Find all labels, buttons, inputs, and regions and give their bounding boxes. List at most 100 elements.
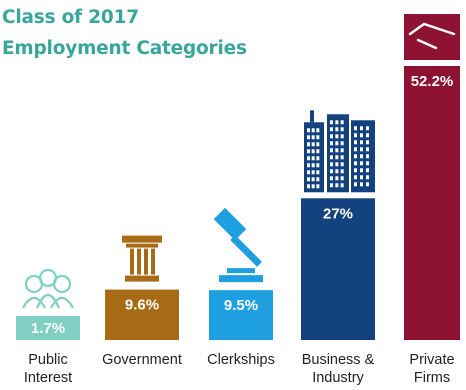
handshake-bg bbox=[404, 14, 460, 60]
building-window bbox=[335, 134, 339, 139]
bar-value-label: 27% bbox=[323, 205, 353, 222]
building-window bbox=[307, 128, 310, 133]
building-window bbox=[316, 156, 320, 161]
bar-group: 9.6% bbox=[105, 289, 179, 340]
gavel-block-base bbox=[219, 275, 263, 283]
building-window bbox=[316, 135, 320, 140]
building-window bbox=[316, 170, 320, 175]
building-window bbox=[366, 147, 369, 152]
building-window bbox=[366, 133, 369, 138]
building-window bbox=[340, 141, 344, 146]
building-window bbox=[335, 169, 339, 174]
column-icon bbox=[122, 235, 162, 282]
building-window bbox=[366, 175, 369, 180]
building-window bbox=[335, 155, 339, 160]
gavel-block-top bbox=[227, 268, 255, 274]
bar-value-label: 52.2% bbox=[411, 73, 454, 90]
building-window bbox=[360, 126, 363, 131]
bar bbox=[209, 290, 273, 340]
building-window bbox=[307, 184, 310, 189]
building-window bbox=[360, 133, 363, 138]
building-window bbox=[316, 163, 320, 168]
building-window bbox=[366, 168, 369, 173]
category-label-line: Interest bbox=[23, 370, 73, 386]
building-window bbox=[330, 176, 333, 181]
building-window bbox=[316, 142, 320, 147]
building-window bbox=[330, 169, 333, 174]
bar bbox=[404, 66, 460, 340]
building-window bbox=[354, 126, 357, 131]
column-flute bbox=[144, 248, 148, 275]
building-window bbox=[316, 128, 320, 133]
person-body bbox=[50, 296, 74, 309]
building-window bbox=[316, 149, 320, 154]
building-window bbox=[330, 148, 333, 153]
building-window bbox=[360, 161, 363, 166]
building-window bbox=[330, 127, 333, 132]
building-window bbox=[330, 141, 333, 146]
building-window bbox=[311, 184, 315, 189]
building-window bbox=[307, 156, 310, 161]
building-window bbox=[354, 175, 357, 180]
building-window bbox=[354, 154, 357, 159]
column-echinus bbox=[126, 243, 158, 248]
category-label-line: Private bbox=[409, 352, 455, 368]
column-flute bbox=[130, 248, 134, 275]
column-capital bbox=[122, 235, 162, 243]
building-window bbox=[311, 170, 315, 175]
building-window bbox=[311, 149, 315, 154]
chart-title-line-2: Employment Categories bbox=[2, 38, 247, 59]
building-window bbox=[311, 142, 315, 147]
building-window bbox=[360, 154, 363, 159]
building-window bbox=[340, 176, 344, 181]
bar-group: 9.5% bbox=[209, 290, 273, 340]
building-window bbox=[330, 183, 333, 188]
building-window bbox=[340, 120, 344, 125]
bar bbox=[105, 289, 179, 340]
gavel-handle bbox=[230, 235, 262, 267]
category-label-line: Firms bbox=[413, 370, 451, 386]
category-label-line: Clerkships bbox=[207, 352, 275, 368]
building-window bbox=[311, 156, 315, 161]
building-window bbox=[307, 149, 310, 154]
gavel-head bbox=[213, 207, 247, 241]
building-window bbox=[335, 120, 339, 125]
building-window bbox=[307, 142, 310, 147]
category-label: Business & Industry bbox=[288, 351, 388, 387]
person-body bbox=[22, 296, 46, 309]
bar-group: 52.2% bbox=[404, 66, 460, 340]
building-window bbox=[311, 163, 315, 168]
building-window bbox=[366, 140, 369, 145]
column-flute bbox=[151, 248, 155, 275]
bar-value-label: 9.5% bbox=[224, 297, 258, 314]
column-base bbox=[125, 275, 159, 282]
building-window bbox=[335, 162, 339, 167]
people-icon bbox=[22, 268, 74, 309]
building-window bbox=[316, 184, 320, 189]
category-label: Public Interest bbox=[0, 351, 98, 387]
building-window bbox=[335, 183, 339, 188]
building-window bbox=[307, 177, 310, 182]
chart-title-line-1: Class of 2017 bbox=[2, 7, 139, 28]
category-label-line: Public bbox=[28, 352, 68, 368]
person-body bbox=[35, 293, 61, 309]
building-window bbox=[366, 161, 369, 166]
handshake-hands bbox=[408, 22, 456, 50]
building-window bbox=[354, 161, 357, 166]
category-label: Government bbox=[92, 351, 192, 369]
building-window bbox=[366, 126, 369, 131]
bar bbox=[16, 316, 80, 340]
building-window bbox=[366, 182, 369, 187]
building-antenna bbox=[310, 110, 314, 123]
bar bbox=[301, 198, 375, 340]
building-window bbox=[360, 147, 363, 152]
bar-group: 1.7% bbox=[16, 316, 80, 340]
building-window bbox=[340, 148, 344, 153]
building-window bbox=[330, 162, 333, 167]
category-label-line: Government bbox=[102, 352, 182, 368]
building-window bbox=[335, 127, 339, 132]
category-label: Clerkships bbox=[191, 351, 291, 369]
handshake-icon bbox=[404, 14, 460, 60]
